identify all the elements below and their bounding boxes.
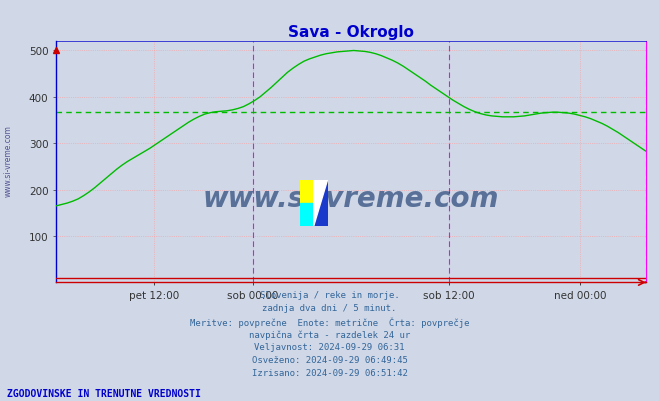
Text: zadnja dva dni / 5 minut.: zadnja dva dni / 5 minut. xyxy=(262,304,397,312)
Text: www.si-vreme.com: www.si-vreme.com xyxy=(203,184,499,213)
Text: www.si-vreme.com: www.si-vreme.com xyxy=(3,125,13,196)
Bar xyxy=(314,180,328,227)
Text: Osveženo: 2024-09-29 06:49:45: Osveženo: 2024-09-29 06:49:45 xyxy=(252,355,407,364)
Text: navpična črta - razdelek 24 ur: navpična črta - razdelek 24 ur xyxy=(249,329,410,339)
Text: Veljavnost: 2024-09-29 06:31: Veljavnost: 2024-09-29 06:31 xyxy=(254,342,405,351)
Text: Meritve: povprečne  Enote: metrične  Črta: povprečje: Meritve: povprečne Enote: metrične Črta:… xyxy=(190,316,469,327)
Text: ZGODOVINSKE IN TRENUTNE VREDNOSTI: ZGODOVINSKE IN TRENUTNE VREDNOSTI xyxy=(7,388,200,398)
Text: Slovenija / reke in morje.: Slovenija / reke in morje. xyxy=(260,291,399,300)
Title: Sava - Okroglo: Sava - Okroglo xyxy=(288,24,414,40)
Bar xyxy=(300,180,314,203)
Text: Izrisano: 2024-09-29 06:51:42: Izrisano: 2024-09-29 06:51:42 xyxy=(252,368,407,377)
Bar xyxy=(300,203,314,227)
Polygon shape xyxy=(314,180,328,227)
